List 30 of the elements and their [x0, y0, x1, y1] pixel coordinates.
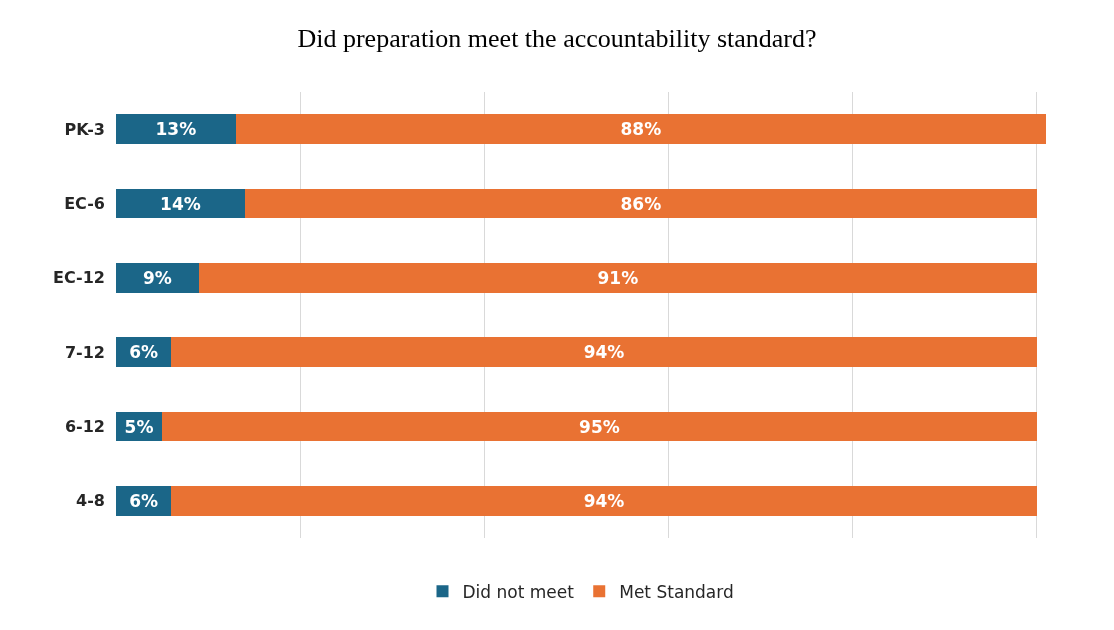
bar	[198, 262, 1037, 293]
data-label: 88%	[620, 119, 662, 140]
data-label: 94%	[583, 342, 625, 363]
data-label: 9%	[143, 267, 172, 288]
bar	[116, 114, 236, 145]
y-tick-label: EC-12	[53, 268, 105, 288]
y-tick-label: PK-3	[64, 119, 105, 139]
data-label: 5%	[124, 416, 154, 437]
bar	[162, 411, 1037, 442]
data-label: 86%	[620, 193, 662, 214]
data-label: 14%	[160, 193, 201, 214]
data-label: 13%	[155, 119, 197, 140]
legend-label: Met Standard	[619, 581, 734, 602]
bar	[171, 485, 1037, 516]
bar	[244, 188, 1037, 219]
data-label: 95%	[579, 416, 620, 437]
legend-label: Did not meet	[462, 581, 575, 602]
y-tick-label: 6-12	[64, 417, 105, 437]
data-label: 6%	[129, 490, 159, 511]
data-label: 6%	[129, 342, 159, 363]
data-label: 91%	[597, 267, 639, 288]
bar	[116, 262, 199, 293]
y-tick-label: 4-8	[76, 491, 105, 511]
y-tick-label: EC-6	[64, 194, 105, 214]
bar	[116, 188, 245, 219]
bar	[235, 114, 1046, 145]
bar	[171, 337, 1037, 368]
data-label: 94%	[583, 490, 625, 511]
y-tick-label: 7-12	[64, 342, 105, 362]
chart-title: Did preparation meet the accountability standard?	[297, 23, 817, 53]
